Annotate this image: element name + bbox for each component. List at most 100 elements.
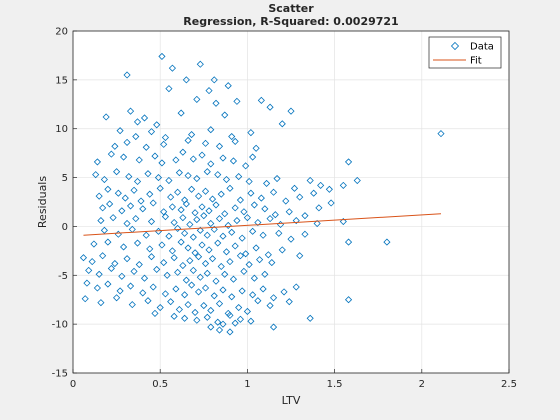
data-point (207, 323, 215, 331)
data-point (198, 151, 206, 159)
data-point (79, 254, 88, 262)
data-point (247, 129, 255, 137)
data-point (160, 140, 168, 148)
data-point (104, 185, 112, 193)
data-point (170, 218, 178, 227)
data-point (245, 260, 253, 269)
data-point (195, 288, 203, 296)
data-point (226, 258, 234, 266)
data-point (287, 107, 295, 115)
data-point (81, 295, 89, 303)
data-point (189, 233, 197, 241)
x-tick-label: 1.5 (327, 379, 343, 390)
data-point (184, 136, 192, 145)
data-point (271, 211, 279, 219)
data-point (217, 262, 225, 271)
data-point (205, 246, 213, 254)
data-point (228, 228, 236, 236)
data-point (120, 153, 128, 161)
data-point (184, 244, 192, 252)
data-point (104, 280, 112, 288)
data-point (222, 248, 231, 256)
data-point (269, 323, 278, 331)
data-point (317, 181, 325, 189)
data-point (215, 326, 224, 334)
data-point (383, 238, 391, 246)
data-point (179, 214, 187, 222)
data-point (125, 173, 133, 181)
data-point (212, 201, 220, 209)
data-point (142, 231, 150, 239)
data-point (158, 52, 166, 60)
data-point (174, 268, 182, 276)
data-point (245, 177, 253, 186)
data-point (107, 150, 115, 158)
data-point (83, 279, 91, 287)
y-tick-label: -5 (58, 271, 68, 282)
data-point (200, 302, 208, 310)
data-point (240, 208, 248, 216)
data-point (235, 303, 243, 312)
data-point (167, 298, 175, 306)
data-point (264, 251, 272, 259)
data-point (201, 259, 210, 268)
data-point (195, 192, 203, 200)
data-point (228, 293, 236, 301)
data-point (100, 175, 108, 184)
data-point (254, 297, 262, 305)
data-point (301, 212, 309, 220)
data-point (193, 316, 201, 324)
data-point (210, 225, 218, 233)
data-point (236, 196, 244, 204)
data-point (208, 195, 217, 203)
data-point (310, 189, 318, 197)
data-point (161, 133, 169, 142)
data-point (214, 239, 222, 247)
x-tick-label: 2.5 (501, 379, 517, 390)
data-point (132, 215, 140, 223)
data-point (315, 204, 323, 212)
data-point (280, 288, 288, 296)
y-tick-label: 15 (55, 75, 68, 86)
data-point (188, 185, 196, 193)
data-point (97, 299, 105, 307)
legend-box (428, 36, 502, 69)
data-point (165, 176, 173, 185)
data-point (257, 194, 265, 202)
data-points (79, 52, 445, 336)
data-point (306, 314, 314, 322)
data-point (147, 128, 156, 136)
data-point (205, 87, 213, 95)
data-point (126, 202, 135, 210)
data-point (95, 270, 103, 278)
data-point (238, 287, 246, 295)
data-point (254, 218, 262, 227)
data-point (273, 174, 281, 183)
data-point (221, 270, 229, 278)
data-point (139, 289, 147, 297)
data-point (236, 315, 244, 323)
data-point (201, 284, 210, 292)
data-point (181, 229, 189, 237)
data-point (214, 318, 222, 326)
data-point (92, 171, 100, 179)
data-point (165, 85, 173, 93)
data-point (158, 159, 166, 167)
data-point (278, 120, 286, 128)
data-point (184, 172, 192, 180)
data-point (266, 215, 274, 223)
data-point (215, 142, 224, 150)
data-point (214, 171, 222, 179)
data-point (290, 184, 299, 192)
data-point (242, 162, 250, 170)
data-point (269, 294, 278, 302)
data-point (263, 179, 271, 187)
data-point (179, 261, 187, 270)
data-point (259, 285, 267, 293)
data-point (123, 219, 131, 228)
data-point (189, 155, 197, 163)
data-point (285, 298, 293, 306)
data-point (247, 189, 255, 197)
data-point (99, 204, 107, 212)
